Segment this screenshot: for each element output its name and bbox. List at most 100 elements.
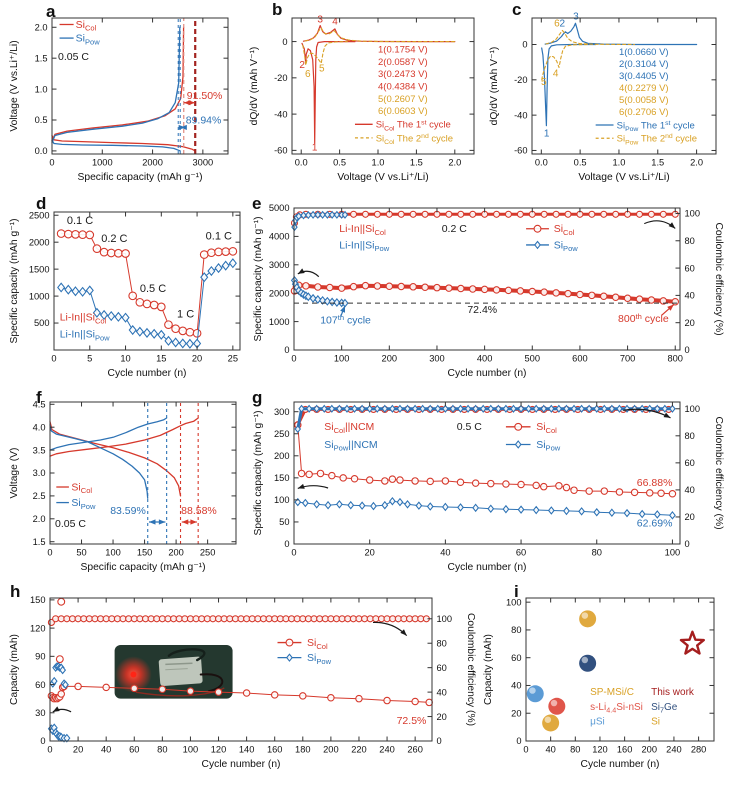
svg-text:0: 0 [282, 37, 287, 47]
svg-text:-40: -40 [514, 110, 527, 120]
svg-text:280: 280 [691, 745, 707, 755]
svg-text:160: 160 [617, 745, 633, 755]
svg-text:240: 240 [379, 745, 395, 755]
svg-text:6: 6 [305, 69, 311, 80]
svg-text:Cycle number (n): Cycle number (n) [448, 368, 527, 379]
svg-text:0.1 C: 0.1 C [206, 230, 232, 242]
panel-d: d 0.1 C 0.2 C 0.5 C 1 C 0.1 C Li-In||SiCol Li-… [6, 195, 250, 390]
svg-text:800th cycle: 800th cycle [618, 312, 669, 325]
svg-text:120: 120 [30, 623, 46, 633]
svg-text:100: 100 [685, 209, 701, 219]
svg-text:Capacity (mAh): Capacity (mAh) [9, 634, 20, 705]
svg-text:1000: 1000 [29, 291, 50, 301]
svg-text:3(0.2473 V): 3(0.2473 V) [378, 69, 428, 80]
svg-text:3.5: 3.5 [33, 445, 46, 455]
svg-text:1.0: 1.0 [612, 158, 625, 168]
svg-text:-20: -20 [514, 75, 527, 85]
svg-text:88.58%: 88.58% [181, 505, 217, 517]
svg-text:800: 800 [667, 354, 683, 364]
svg-text:80: 80 [157, 745, 167, 755]
svg-text:62.69%: 62.69% [637, 517, 673, 529]
svg-text:1.5: 1.5 [35, 53, 48, 63]
svg-text:1.5: 1.5 [410, 158, 423, 168]
svg-text:66.88%: 66.88% [637, 477, 673, 489]
svg-text:60: 60 [511, 653, 521, 663]
svg-text:40: 40 [511, 681, 521, 691]
svg-text:20: 20 [685, 512, 695, 522]
svg-text:-20: -20 [274, 73, 287, 83]
svg-text:2: 2 [299, 60, 305, 71]
svg-text:80: 80 [592, 548, 602, 558]
svg-text:700: 700 [620, 354, 636, 364]
svg-text:-40: -40 [274, 109, 287, 119]
svg-text:Cycle number (n): Cycle number (n) [108, 368, 187, 379]
svg-text:SiPow: SiPow [554, 239, 579, 253]
svg-text:SP-MSi/C: SP-MSi/C [590, 687, 634, 698]
chart-g: SiCol||NCM SiPow||NCM 0.5 C SiCol SiPow 66.88… [253, 401, 724, 573]
svg-text:40: 40 [685, 291, 695, 301]
svg-text:10: 10 [120, 354, 130, 364]
svg-text:3000: 3000 [269, 260, 290, 270]
svg-text:Coulombic efficiency (%): Coulombic efficiency (%) [713, 416, 724, 529]
svg-text:0.05 C: 0.05 C [55, 518, 86, 530]
svg-text:20: 20 [437, 712, 447, 722]
svg-text:60: 60 [685, 458, 695, 468]
panel-label-a: a [46, 2, 56, 21]
svg-text:100: 100 [334, 354, 350, 364]
svg-text:-60: -60 [514, 146, 527, 156]
svg-text:3: 3 [317, 14, 323, 25]
svg-text:60: 60 [129, 745, 139, 755]
svg-text:160: 160 [267, 745, 283, 755]
panel-i: i SP-MSi/C s-Li4.4Si-nSi μSi This work Si7Ge… [480, 583, 728, 783]
svg-text:1: 1 [544, 128, 550, 139]
chart-d: 0.1 C 0.2 C 0.5 C 1 C 0.1 C Li-In||SiCol Li-In… [9, 210, 241, 379]
svg-text:3: 3 [573, 11, 579, 22]
svg-text:4.0: 4.0 [33, 422, 46, 432]
svg-text:Voltage (V vs.Li⁺/Li): Voltage (V vs.Li⁺/Li) [578, 172, 669, 183]
svg-text:1.0: 1.0 [372, 158, 385, 168]
svg-text:80: 80 [685, 431, 695, 441]
svg-text:Specific capacity (mAh g⁻¹): Specific capacity (mAh g⁻¹) [77, 172, 202, 183]
svg-text:400: 400 [477, 354, 493, 364]
svg-text:Specific capacity (mAh g⁻¹): Specific capacity (mAh g⁻¹) [9, 218, 20, 343]
svg-text:Cycle number (n): Cycle number (n) [202, 759, 281, 770]
svg-text:0.5 C: 0.5 C [140, 283, 166, 295]
svg-text:1 C: 1 C [177, 309, 194, 321]
svg-text:60: 60 [35, 680, 45, 690]
svg-text:0: 0 [685, 345, 690, 355]
svg-text:200: 200 [274, 451, 290, 461]
svg-text:4(0.2279 V): 4(0.2279 V) [619, 83, 669, 94]
svg-text:s-Li4.4Si-nSi: s-Li4.4Si-nSi [590, 702, 643, 715]
svg-text:Si7Ge: Si7Ge [651, 702, 678, 715]
chart-f: 83.59% 88.58% 0.05 C SiCol SiPow 0 50 100 150 200… [9, 399, 237, 573]
svg-text:5000: 5000 [269, 203, 290, 213]
chart-c: 1(0.0660 V)2(0.3104 V)3(0.4405 V)4(0.227… [489, 11, 717, 183]
svg-text:100: 100 [506, 597, 522, 607]
svg-text:50: 50 [279, 517, 289, 527]
svg-text:3.0: 3.0 [33, 468, 46, 478]
svg-text:1.5: 1.5 [651, 158, 664, 168]
svg-text:240: 240 [666, 745, 682, 755]
svg-text:1000: 1000 [269, 317, 290, 327]
svg-text:15: 15 [156, 354, 166, 364]
svg-text:SiCol: SiCol [536, 421, 557, 435]
svg-text:SiCol The 2nd cycle: SiCol The 2nd cycle [376, 133, 453, 146]
svg-text:72.4%: 72.4% [467, 304, 497, 316]
svg-text:200: 200 [323, 745, 339, 755]
svg-text:80: 80 [685, 236, 695, 246]
svg-text:SiPow The 2nd cycle: SiPow The 2nd cycle [617, 133, 697, 146]
svg-text:Li-In||SiCol: Li-In||SiCol [60, 312, 107, 326]
svg-text:0: 0 [49, 158, 54, 168]
svg-text:150: 150 [274, 473, 290, 483]
svg-text:Capacity (mAh): Capacity (mAh) [483, 634, 494, 705]
svg-text:1: 1 [312, 142, 318, 153]
svg-text:500: 500 [34, 318, 50, 328]
svg-text:6(0.0603 V): 6(0.0603 V) [378, 106, 428, 117]
svg-text:2000: 2000 [142, 158, 163, 168]
svg-text:2.0: 2.0 [33, 514, 46, 524]
svg-text:0: 0 [685, 539, 690, 549]
svg-text:2500: 2500 [29, 210, 50, 220]
svg-text:72.5%: 72.5% [397, 715, 427, 727]
